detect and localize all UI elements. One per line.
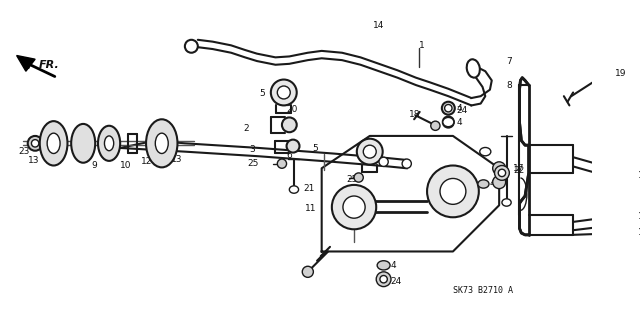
Circle shape bbox=[495, 166, 509, 180]
Text: 5: 5 bbox=[259, 89, 264, 98]
Circle shape bbox=[277, 159, 287, 168]
Circle shape bbox=[427, 166, 479, 217]
Text: 16: 16 bbox=[638, 228, 640, 237]
Text: 22: 22 bbox=[513, 166, 524, 174]
Text: 3: 3 bbox=[250, 145, 255, 154]
Text: 16: 16 bbox=[638, 212, 640, 221]
Circle shape bbox=[31, 140, 39, 147]
Circle shape bbox=[493, 162, 506, 175]
Ellipse shape bbox=[478, 180, 489, 188]
Ellipse shape bbox=[467, 59, 480, 78]
Text: 9: 9 bbox=[92, 161, 97, 170]
Circle shape bbox=[287, 140, 300, 152]
Text: 18: 18 bbox=[408, 110, 420, 119]
Circle shape bbox=[302, 266, 314, 277]
Circle shape bbox=[28, 136, 42, 151]
Circle shape bbox=[332, 185, 376, 229]
Text: 17: 17 bbox=[513, 164, 525, 173]
Ellipse shape bbox=[480, 147, 491, 156]
Circle shape bbox=[271, 79, 297, 105]
Text: 7: 7 bbox=[506, 57, 512, 66]
Circle shape bbox=[493, 176, 506, 189]
Polygon shape bbox=[17, 56, 35, 71]
Text: 2: 2 bbox=[243, 124, 249, 133]
Text: 20: 20 bbox=[287, 105, 298, 114]
Text: 14: 14 bbox=[372, 20, 384, 29]
Circle shape bbox=[442, 102, 455, 115]
Circle shape bbox=[431, 121, 440, 130]
Circle shape bbox=[364, 145, 376, 158]
Circle shape bbox=[282, 117, 297, 132]
Ellipse shape bbox=[40, 121, 67, 166]
Circle shape bbox=[376, 272, 391, 286]
Text: 1: 1 bbox=[419, 41, 424, 50]
Text: 8: 8 bbox=[506, 81, 512, 90]
Text: 24: 24 bbox=[390, 277, 401, 286]
Circle shape bbox=[357, 139, 383, 165]
Text: 10: 10 bbox=[120, 161, 132, 170]
Ellipse shape bbox=[377, 261, 390, 270]
Text: FR.: FR. bbox=[39, 60, 60, 70]
Text: 25: 25 bbox=[248, 159, 259, 168]
Text: 6: 6 bbox=[287, 151, 292, 160]
Text: 13: 13 bbox=[28, 156, 39, 165]
Ellipse shape bbox=[289, 186, 299, 193]
Circle shape bbox=[380, 276, 387, 283]
Text: 21: 21 bbox=[303, 184, 315, 193]
Text: 25: 25 bbox=[347, 175, 358, 184]
Text: 12: 12 bbox=[141, 157, 152, 166]
Circle shape bbox=[443, 116, 454, 128]
Text: 19: 19 bbox=[614, 69, 626, 78]
Circle shape bbox=[623, 214, 634, 225]
Text: SK73 B2710 A: SK73 B2710 A bbox=[453, 286, 513, 295]
Ellipse shape bbox=[502, 199, 511, 206]
Text: 4: 4 bbox=[490, 180, 495, 189]
Text: 23: 23 bbox=[19, 147, 30, 156]
Circle shape bbox=[354, 173, 364, 182]
Text: 4: 4 bbox=[390, 261, 396, 270]
Text: 4: 4 bbox=[457, 104, 462, 113]
Circle shape bbox=[379, 157, 388, 167]
Text: 11: 11 bbox=[305, 204, 317, 212]
Text: 4: 4 bbox=[457, 118, 462, 128]
Ellipse shape bbox=[98, 126, 120, 161]
Circle shape bbox=[498, 169, 506, 177]
Ellipse shape bbox=[71, 124, 95, 163]
Circle shape bbox=[277, 86, 291, 99]
Ellipse shape bbox=[104, 136, 114, 151]
Ellipse shape bbox=[47, 133, 60, 153]
Text: 24: 24 bbox=[457, 107, 468, 115]
Text: 5: 5 bbox=[312, 145, 318, 153]
Ellipse shape bbox=[443, 117, 454, 127]
Circle shape bbox=[343, 196, 365, 218]
Circle shape bbox=[445, 105, 452, 112]
Circle shape bbox=[402, 159, 412, 168]
Circle shape bbox=[440, 178, 466, 204]
Text: 15: 15 bbox=[638, 171, 640, 180]
Ellipse shape bbox=[156, 133, 168, 153]
Text: 13: 13 bbox=[171, 154, 182, 164]
Circle shape bbox=[625, 172, 636, 183]
Circle shape bbox=[185, 40, 198, 53]
Ellipse shape bbox=[146, 119, 177, 167]
Circle shape bbox=[621, 228, 630, 238]
